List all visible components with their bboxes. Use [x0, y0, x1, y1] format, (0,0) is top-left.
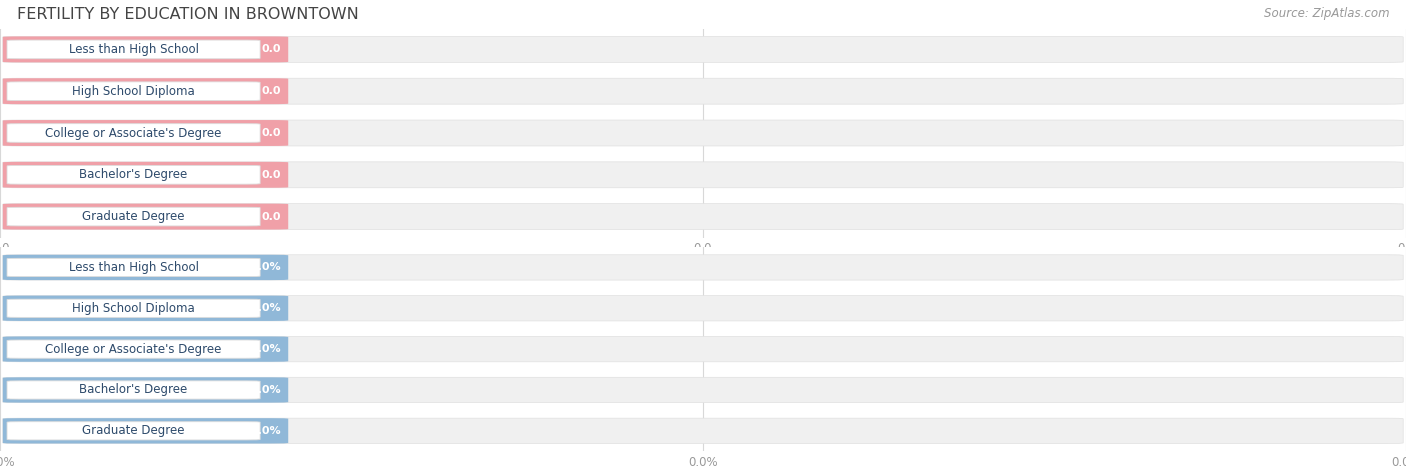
FancyBboxPatch shape	[3, 377, 1403, 403]
FancyBboxPatch shape	[3, 295, 1403, 321]
FancyBboxPatch shape	[7, 40, 260, 59]
FancyBboxPatch shape	[7, 340, 260, 358]
Text: FERTILITY BY EDUCATION IN BROWNTOWN: FERTILITY BY EDUCATION IN BROWNTOWN	[17, 7, 359, 22]
Text: Bachelor's Degree: Bachelor's Degree	[80, 383, 187, 397]
Text: High School Diploma: High School Diploma	[72, 302, 195, 315]
FancyBboxPatch shape	[3, 162, 1403, 188]
FancyBboxPatch shape	[7, 381, 260, 399]
FancyBboxPatch shape	[7, 299, 260, 317]
Text: 0.0: 0.0	[262, 128, 281, 138]
FancyBboxPatch shape	[7, 422, 260, 440]
Text: 0.0%: 0.0%	[250, 262, 281, 273]
Text: Graduate Degree: Graduate Degree	[83, 210, 184, 223]
FancyBboxPatch shape	[7, 82, 260, 101]
FancyBboxPatch shape	[3, 377, 288, 403]
FancyBboxPatch shape	[7, 258, 260, 276]
Text: 0.0%: 0.0%	[250, 385, 281, 395]
Text: 0.0%: 0.0%	[250, 426, 281, 436]
FancyBboxPatch shape	[3, 162, 288, 188]
Text: 0.0: 0.0	[262, 211, 281, 222]
FancyBboxPatch shape	[3, 336, 1403, 362]
FancyBboxPatch shape	[7, 207, 260, 226]
Text: Less than High School: Less than High School	[69, 43, 198, 56]
Text: 0.0: 0.0	[262, 170, 281, 180]
Text: Less than High School: Less than High School	[69, 261, 198, 274]
Text: 0.0%: 0.0%	[250, 344, 281, 354]
Text: 0.0: 0.0	[262, 86, 281, 96]
FancyBboxPatch shape	[3, 336, 288, 362]
Text: Bachelor's Degree: Bachelor's Degree	[80, 168, 187, 181]
Text: College or Associate's Degree: College or Associate's Degree	[45, 126, 222, 140]
FancyBboxPatch shape	[3, 120, 1403, 146]
FancyBboxPatch shape	[3, 204, 288, 229]
Text: 0.0: 0.0	[262, 44, 281, 55]
FancyBboxPatch shape	[3, 418, 288, 444]
FancyBboxPatch shape	[3, 37, 288, 62]
FancyBboxPatch shape	[7, 165, 260, 184]
Text: High School Diploma: High School Diploma	[72, 85, 195, 98]
Text: Graduate Degree: Graduate Degree	[83, 424, 184, 437]
FancyBboxPatch shape	[3, 37, 1403, 62]
FancyBboxPatch shape	[3, 204, 1403, 229]
FancyBboxPatch shape	[7, 124, 260, 142]
Text: College or Associate's Degree: College or Associate's Degree	[45, 342, 222, 356]
FancyBboxPatch shape	[3, 78, 1403, 104]
FancyBboxPatch shape	[3, 255, 288, 280]
FancyBboxPatch shape	[3, 120, 288, 146]
FancyBboxPatch shape	[3, 295, 288, 321]
FancyBboxPatch shape	[3, 78, 288, 104]
Text: Source: ZipAtlas.com: Source: ZipAtlas.com	[1264, 7, 1389, 20]
FancyBboxPatch shape	[3, 255, 1403, 280]
FancyBboxPatch shape	[3, 418, 1403, 444]
Text: 0.0%: 0.0%	[250, 303, 281, 314]
